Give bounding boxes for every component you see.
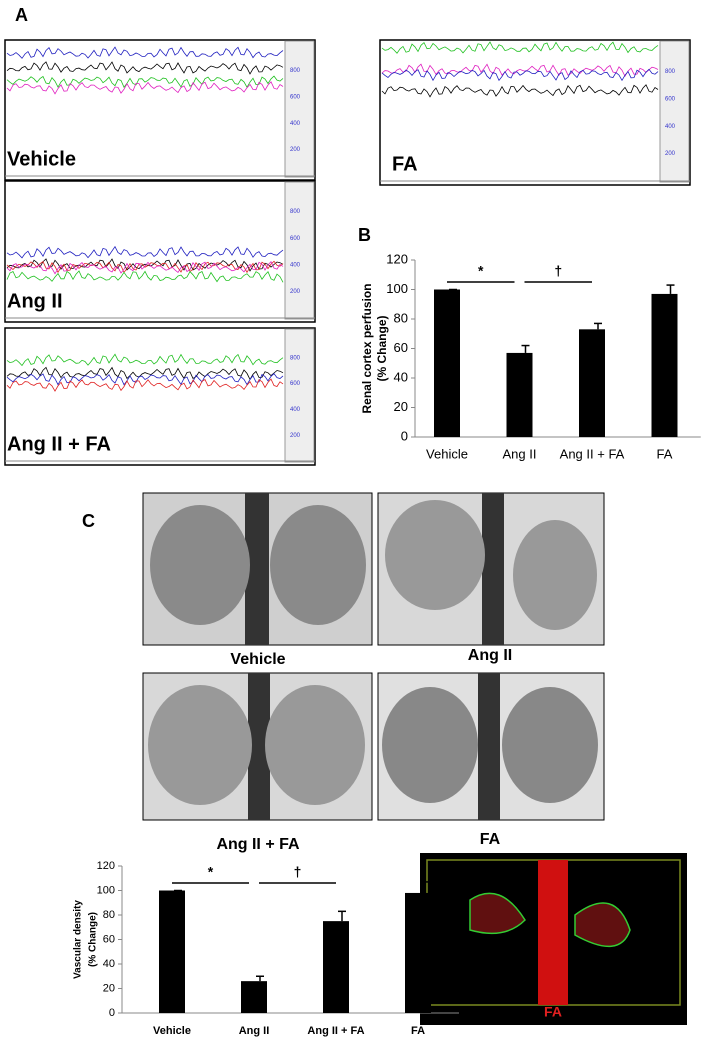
y-axis-label: (% Change) xyxy=(88,912,99,967)
trace-line xyxy=(381,41,659,54)
bar xyxy=(405,892,431,1013)
trace-line xyxy=(6,245,284,259)
y-tick-label: 60 xyxy=(103,933,115,945)
trace-tick-label: 800 xyxy=(290,68,301,74)
y-tick-label: 120 xyxy=(386,251,408,266)
x-tick-label: Ang II xyxy=(503,446,537,461)
x-tick-label: FA xyxy=(411,1025,425,1037)
trace-tick-label: 400 xyxy=(290,407,301,413)
image-label: Ang II + FA xyxy=(216,836,300,853)
image-label: FA xyxy=(544,1004,562,1020)
trace-frame xyxy=(4,327,316,466)
bar xyxy=(159,890,185,1013)
trace-title: Ang II xyxy=(7,290,63,312)
x-tick-label: Vehicle xyxy=(153,1025,191,1037)
angiogram xyxy=(142,492,373,646)
trace-tick-label: 600 xyxy=(290,94,301,100)
image-label: FA xyxy=(480,831,501,848)
trace-title: Ang II + FA xyxy=(7,433,111,455)
x-tick-label: Ang II + FA xyxy=(560,446,625,461)
bar xyxy=(434,289,460,437)
y-tick-label: 60 xyxy=(394,340,408,355)
trace-line xyxy=(6,260,284,275)
trace-tick-label: 400 xyxy=(665,124,676,130)
x-tick-label: Ang II + FA xyxy=(307,1025,364,1037)
trace-frame xyxy=(4,39,316,181)
x-tick-label: Vehicle xyxy=(426,446,468,461)
trace-line xyxy=(381,68,659,82)
segmentation-image xyxy=(420,853,687,1025)
y-tick-label: 40 xyxy=(394,369,408,384)
panel-label: C xyxy=(82,511,95,531)
y-axis-label: (% Change) xyxy=(375,315,389,381)
trace-title: FA xyxy=(392,153,418,175)
y-tick-label: 100 xyxy=(386,281,408,296)
trace-line xyxy=(6,260,284,274)
bar xyxy=(579,329,605,437)
trace-tick-label: 200 xyxy=(290,289,301,295)
panel-label: B xyxy=(358,225,371,245)
trace-line xyxy=(6,46,284,59)
angiogram xyxy=(377,492,605,646)
trace-tick-label: 400 xyxy=(290,121,301,127)
y-tick-label: 0 xyxy=(109,1007,115,1019)
trace-frame xyxy=(379,39,691,186)
trace-tick-label: 800 xyxy=(290,355,301,361)
trace-line xyxy=(6,61,284,75)
y-tick-label: 120 xyxy=(97,860,115,872)
trace-tick-label: 400 xyxy=(290,262,301,268)
trace-line xyxy=(6,373,284,386)
trace-axis-strip xyxy=(284,328,315,463)
bar xyxy=(241,981,267,1013)
x-tick-label: Ang II xyxy=(239,1025,270,1037)
trace-frame xyxy=(4,180,316,323)
y-tick-label: 0 xyxy=(401,428,408,443)
angiogram xyxy=(142,672,373,821)
trace-tick-label: 200 xyxy=(290,147,301,153)
y-tick-label: 20 xyxy=(394,399,408,414)
trace-tick-label: 200 xyxy=(665,151,676,157)
bar xyxy=(651,293,678,437)
bar xyxy=(323,921,349,1013)
image-label: Vehicle xyxy=(230,651,285,668)
y-tick-label: 80 xyxy=(103,909,115,921)
trace-line xyxy=(6,81,284,95)
significance-mark: * xyxy=(208,864,214,880)
bar xyxy=(506,352,533,437)
panel-label: A xyxy=(15,5,28,25)
trace-title: Vehicle xyxy=(7,148,76,170)
x-tick-label: FA xyxy=(657,446,673,461)
trace-line xyxy=(6,353,284,367)
y-tick-label: 20 xyxy=(103,982,115,994)
y-axis-label: Vascular density xyxy=(73,900,84,979)
y-axis-label: Renal cortex perfusion xyxy=(360,283,374,413)
trace-tick-label: 800 xyxy=(290,209,301,215)
significance-mark: * xyxy=(478,263,484,279)
y-tick-label: 100 xyxy=(97,884,115,896)
trace-axis-strip xyxy=(659,40,690,183)
trace-tick-label: 600 xyxy=(665,96,676,102)
trace-line xyxy=(381,63,659,78)
trace-axis-strip xyxy=(284,40,315,178)
image-label: Ang II xyxy=(468,647,512,664)
trace-line xyxy=(381,84,659,98)
trace-tick-label: 600 xyxy=(290,236,301,242)
trace-line xyxy=(6,75,284,89)
trace-tick-label: 200 xyxy=(290,433,301,439)
trace-axis-strip xyxy=(284,181,315,320)
trace-line xyxy=(6,378,284,392)
y-tick-label: 40 xyxy=(103,958,115,970)
trace-line xyxy=(6,270,284,283)
y-tick-label: 80 xyxy=(394,310,408,325)
significance-mark: † xyxy=(294,864,302,880)
trace-tick-label: 800 xyxy=(665,69,676,75)
trace-tick-label: 600 xyxy=(290,381,301,387)
trace-line xyxy=(6,366,284,381)
angiogram xyxy=(377,672,605,821)
significance-mark: † xyxy=(554,263,562,279)
